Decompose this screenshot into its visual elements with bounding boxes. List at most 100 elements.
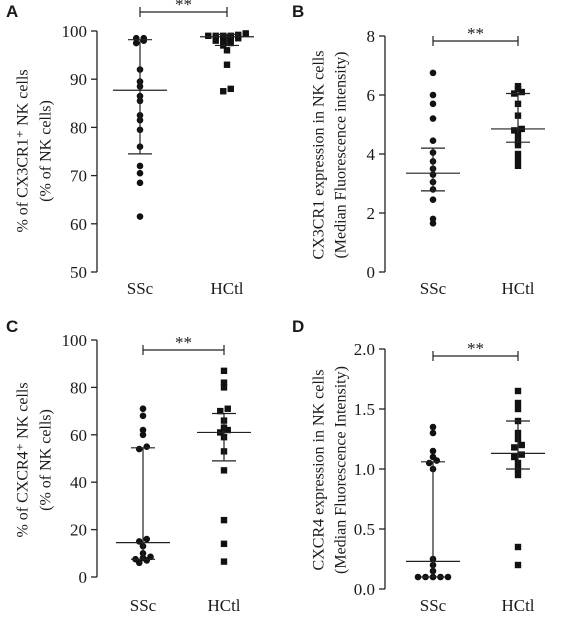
data-point-ssc	[429, 196, 437, 204]
data-point-hctl	[227, 32, 234, 40]
y-tick-label: 4	[367, 145, 376, 164]
data-point-hctl	[220, 467, 228, 474]
data-point-hctl	[220, 367, 228, 375]
data-point-ssc	[425, 459, 433, 467]
data-point-hctl	[220, 516, 228, 524]
y-tick-label: 100	[62, 22, 88, 41]
y-tick-label: 60	[70, 215, 87, 234]
data-point-hctl	[514, 405, 522, 413]
data-point-hctl	[220, 540, 228, 548]
data-point-hctl	[514, 399, 522, 407]
y-tick-label: 20	[70, 521, 87, 540]
data-point-hctl	[223, 47, 231, 54]
data-point-ssc	[429, 447, 437, 455]
y-axis-label-line2: (% of NK cells)	[38, 100, 55, 202]
data-point-ssc	[429, 137, 437, 145]
panel-a: A 50 60 70 80 90 100 % of CX3CR1⁺ NK cells (% of…	[6, 0, 254, 298]
y-tick-label: 90	[70, 70, 87, 89]
significance-label: **	[175, 0, 192, 14]
data-point-ssc	[136, 179, 144, 187]
y-axis-label-line1: CXCR4 expression in NK cells	[311, 370, 328, 571]
data-point-ssc	[143, 443, 151, 450]
significance-label: **	[175, 333, 192, 352]
data-point-ssc	[429, 423, 437, 431]
y-tick-label: 1.5	[354, 400, 375, 419]
data-point-hctl	[511, 453, 518, 461]
y-tick-label: 0	[79, 568, 88, 587]
data-point-ssc	[147, 553, 154, 561]
y-tick-label: 60	[70, 426, 87, 445]
panel-letter: B	[292, 2, 304, 21]
y-axis-label-line2: (Median Fluorescence Intensity)	[333, 366, 350, 574]
y-tick-label: 0	[367, 263, 376, 282]
data-point-hctl	[212, 37, 219, 44]
y-tick-label: 50	[70, 263, 87, 282]
y-tick-label: 2.0	[354, 340, 375, 359]
data-point-hctl	[220, 88, 227, 95]
data-point-hctl	[220, 384, 228, 391]
y-axis-label-line2: (Median Fluorescence intensity)	[333, 51, 350, 258]
data-point-hctl	[220, 37, 227, 44]
panel-d: D 0.0 0.5 1.0 1.5 2.0 CXCR4 expression in NK c…	[292, 317, 545, 615]
x-category-label: HCtl	[207, 596, 240, 615]
y-tick-label: 80	[70, 378, 87, 397]
x-category-label: HCtl	[210, 279, 243, 298]
data-point-hctl	[220, 379, 228, 386]
data-point-hctl	[518, 451, 525, 458]
data-point-ssc	[136, 169, 144, 177]
panel-c: C 0 20 40 60 80 100 % of CXCR4⁺ NK cells (% of N…	[6, 317, 251, 615]
y-tick-label: 0.5	[354, 520, 375, 539]
data-point-hctl	[220, 558, 228, 565]
data-point-hctl	[224, 426, 231, 434]
data-point-hctl	[511, 444, 518, 451]
significance-label: **	[467, 339, 484, 358]
y-axis-label-line1: % of CX3CR1⁺ NK cells	[15, 69, 32, 232]
data-point-hctl	[514, 162, 522, 169]
data-point-ssc	[135, 538, 143, 545]
data-point-ssc	[132, 39, 140, 47]
data-point-ssc	[429, 100, 437, 108]
data-point-hctl	[518, 441, 525, 449]
data-point-ssc	[429, 91, 437, 99]
data-point-hctl	[514, 141, 522, 149]
y-tick-label: 6	[367, 86, 376, 105]
data-point-hctl	[227, 85, 234, 93]
significance-label: **	[467, 24, 484, 43]
y-tick-label: 1.0	[354, 460, 375, 479]
data-point-hctl	[511, 127, 518, 134]
data-point-ssc	[139, 431, 147, 439]
data-point-hctl	[514, 156, 522, 164]
data-point-hctl	[235, 35, 242, 42]
x-category-label: SSc	[420, 596, 447, 615]
data-point-hctl	[223, 61, 231, 68]
data-point-ssc	[429, 453, 437, 461]
data-point-ssc	[414, 573, 422, 581]
y-axis-label-line1: CX3CR1 expression in NK cells	[311, 51, 328, 260]
data-point-ssc	[429, 69, 437, 77]
data-point-ssc	[132, 34, 140, 42]
y-tick-label: 2	[367, 204, 376, 223]
y-tick-label: 40	[70, 473, 87, 492]
data-point-hctl	[514, 471, 522, 479]
panel-letter: D	[292, 317, 304, 336]
data-point-hctl	[514, 82, 522, 90]
data-point-ssc	[139, 426, 147, 434]
data-point-ssc	[135, 445, 143, 453]
data-point-ssc	[429, 215, 437, 223]
data-point-hctl	[242, 30, 249, 37]
data-point-ssc	[429, 429, 437, 437]
x-category-label: SSc	[130, 596, 157, 615]
data-point-ssc	[444, 573, 452, 581]
data-point-ssc	[139, 405, 147, 413]
data-point-hctl	[224, 405, 231, 412]
data-point-ssc	[429, 115, 437, 122]
data-point-hctl	[514, 150, 522, 158]
data-point-ssc	[140, 34, 148, 42]
y-tick-label: 70	[70, 167, 87, 186]
panel-letter: C	[6, 317, 18, 336]
data-point-ssc	[136, 162, 144, 170]
y-tick-label: 0.0	[354, 580, 375, 599]
data-point-hctl	[514, 387, 522, 395]
data-point-ssc	[136, 213, 144, 220]
